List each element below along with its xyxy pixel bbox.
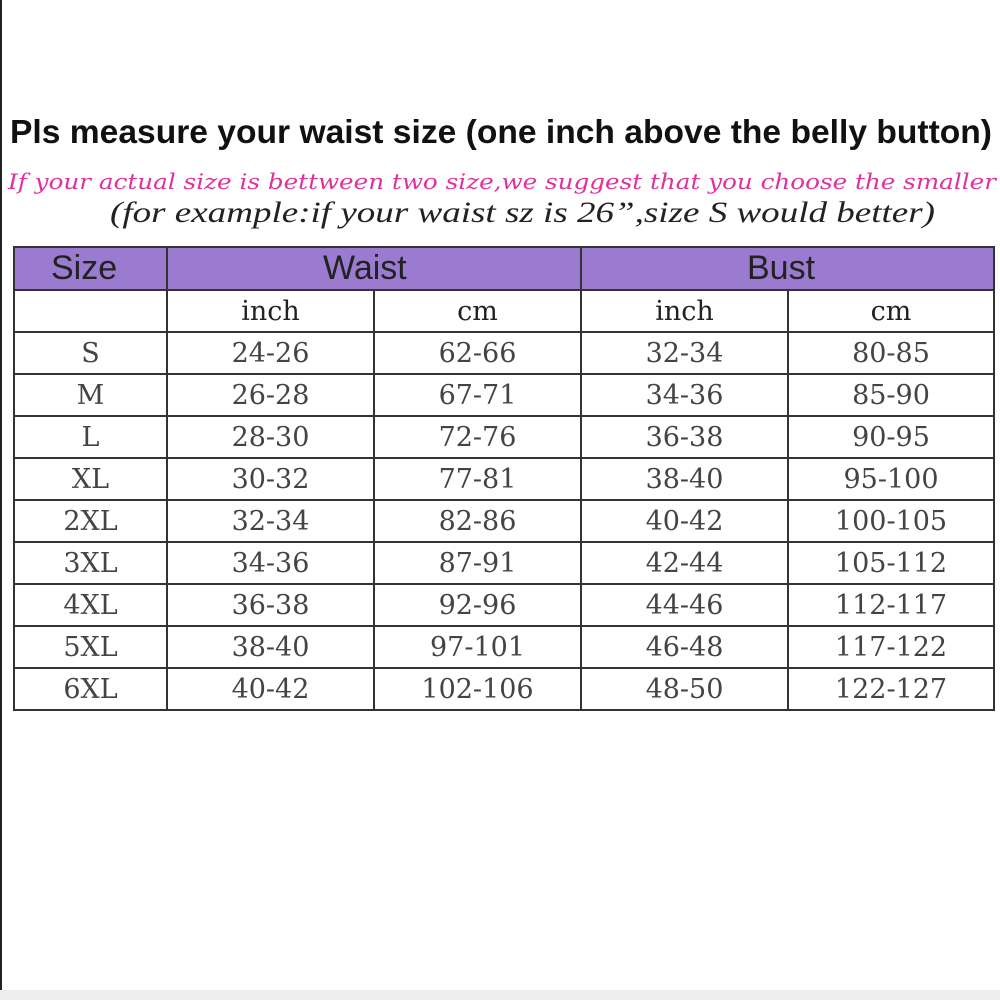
measure-cell: 77-81 (373, 457, 582, 501)
measure-cell: 30-32 (166, 457, 375, 501)
group-cell: Waist (166, 246, 582, 291)
measure-cell: 32-34 (166, 499, 375, 543)
measure-cell: 87-91 (373, 541, 582, 585)
measure-cell: 46-48 (580, 625, 789, 669)
unit-cell: cm (373, 289, 582, 333)
measure-cell: 34-36 (580, 373, 789, 417)
measure-cell: 92-96 (373, 583, 582, 627)
size-cell: XL (13, 457, 168, 501)
measure-cell: 24-26 (166, 331, 375, 375)
measure-cell: 28-30 (166, 415, 375, 459)
size-row: 3XL 34-36 87-91 42-44 105-112 (13, 541, 996, 585)
measure-cell: 80-85 (786, 331, 996, 375)
header: Pls measure your waist size (one inch ab… (7, 113, 998, 229)
size-cell: 5XL (13, 625, 168, 669)
size-row: 6XL 40-42 102-106 48-50 122-127 (13, 667, 996, 711)
size-cell: 6XL (13, 667, 168, 711)
measure-cell: 97-101 (373, 625, 582, 669)
measure-cell: 112-117 (786, 583, 996, 627)
note: If your actual size is bettween two size… (7, 170, 998, 194)
size-cell: M (13, 373, 168, 417)
group-cell: Size (13, 246, 168, 291)
unit-cell: inch (166, 289, 375, 333)
unit-row: inch cm inch cm (13, 289, 996, 333)
measure-cell: 102-106 (373, 667, 582, 711)
unit-cell: cm (786, 289, 996, 333)
measure-cell: 44-46 (580, 583, 789, 627)
measure-cell: 95-100 (786, 457, 996, 501)
size-row: XL 30-32 77-81 38-40 95-100 (13, 457, 996, 501)
size-row: M 26-28 67-71 34-36 85-90 (13, 373, 996, 417)
measure-cell: 34-36 (166, 541, 375, 585)
size-row: 2XL 32-34 82-86 40-42 100-105 (13, 499, 996, 543)
measure-cell: 90-95 (786, 415, 996, 459)
measure-cell: 117-122 (786, 625, 996, 669)
blank-cell (13, 289, 168, 333)
measure-cell: 36-38 (580, 415, 789, 459)
measure-cell: 48-50 (580, 667, 789, 711)
group-row: Size Waist Bust (13, 246, 996, 291)
measure-cell: 122-127 (786, 667, 996, 711)
measure-cell: 72-76 (373, 415, 582, 459)
table-body: Size Waist Bust inch cm inch cm S 24-26 62-66 3… (13, 246, 996, 711)
measure-cell: 67-71 (373, 373, 582, 417)
measure-cell: 40-42 (166, 667, 375, 711)
measure-cell: 85-90 (786, 373, 996, 417)
measure-cell: 100-105 (786, 499, 996, 543)
measure-cell: 42-44 (580, 541, 789, 585)
group-cell: Bust (579, 246, 996, 291)
title: Pls measure your waist size (one inch ab… (10, 113, 992, 150)
size-cell: S (13, 331, 168, 375)
example: (for example:if your waist sz is 26”,siz… (110, 196, 935, 229)
measure-cell: 62-66 (373, 331, 582, 375)
size-cell: L (13, 415, 168, 459)
measure-cell: 40-42 (580, 499, 789, 543)
footer-strip (0, 990, 1000, 1000)
measure-cell: 105-112 (786, 541, 996, 585)
size-cell: 4XL (13, 583, 168, 627)
measure-cell: 36-38 (166, 583, 375, 627)
measure-cell: 32-34 (580, 331, 789, 375)
size-row: S 24-26 62-66 32-34 80-85 (13, 331, 996, 375)
measure-cell: 38-40 (166, 625, 375, 669)
edge (0, 0, 2, 1000)
size-row: L 28-30 72-76 36-38 90-95 (13, 415, 996, 459)
size-table: Size Waist Bust inch cm inch cm S 24-26 62-66 3… (13, 246, 996, 711)
unit-cell: inch (580, 289, 789, 333)
size-row: 4XL 36-38 92-96 44-46 112-117 (13, 583, 996, 627)
measure-cell: 82-86 (373, 499, 582, 543)
measure-cell: 26-28 (166, 373, 375, 417)
size-cell: 2XL (13, 499, 168, 543)
size-cell: 3XL (13, 541, 168, 585)
size-row: 5XL 38-40 97-101 46-48 117-122 (13, 625, 996, 669)
measure-cell: 38-40 (580, 457, 789, 501)
